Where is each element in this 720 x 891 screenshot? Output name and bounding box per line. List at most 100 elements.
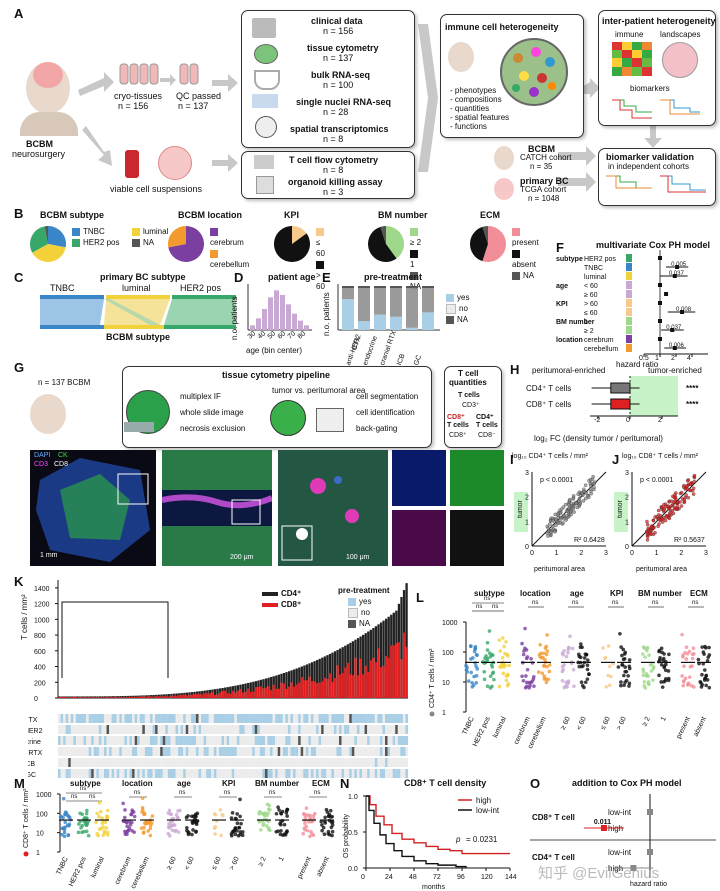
m-dot <box>100 816 104 820</box>
l-dot <box>529 656 533 661</box>
m-dot <box>221 813 225 818</box>
m-cat-10: 1 <box>278 856 286 863</box>
k-cell <box>252 769 255 778</box>
k-cell <box>339 758 342 767</box>
m-dot <box>148 833 153 838</box>
k-cell <box>277 736 281 745</box>
m-dot <box>330 820 335 824</box>
l-ns-4: ns <box>572 600 578 606</box>
k-cell <box>144 736 148 745</box>
i-point <box>592 481 596 486</box>
k-bar-cd8 <box>162 696 166 698</box>
m-dot <box>304 813 309 817</box>
l-dot <box>501 636 505 640</box>
k-cell <box>73 747 76 756</box>
f-group-9: location <box>556 337 583 344</box>
k-cell <box>175 714 179 723</box>
k-bar-cd8 <box>341 673 344 698</box>
e-ylabel: n.o. patients <box>322 292 331 336</box>
l-dot <box>683 676 688 681</box>
k-cell <box>323 736 327 745</box>
k-cell <box>405 714 409 723</box>
k-bar-cd4 <box>109 696 112 698</box>
k-cell <box>88 714 92 723</box>
i-point <box>571 506 576 511</box>
m-ns-2: ns <box>80 786 86 792</box>
k-cell <box>379 736 383 745</box>
k-cell <box>231 736 235 745</box>
d-xlabel: age (bin center) <box>246 346 303 355</box>
k-cell <box>247 769 250 778</box>
l-dot <box>619 645 623 649</box>
k-cell <box>109 714 112 723</box>
j-xtick-1: 1 <box>655 550 659 557</box>
m-dot <box>169 824 173 828</box>
k-cell <box>405 736 409 745</box>
k-cell <box>295 747 299 756</box>
m-ns-7: ns <box>314 790 320 796</box>
k-bar-cd4 <box>175 693 178 698</box>
k-cell <box>149 714 153 723</box>
m-dot <box>238 830 243 834</box>
f-xlabel: hazard ratio <box>616 360 659 369</box>
l-dot <box>659 646 664 651</box>
k-bar-cd4 <box>185 692 189 698</box>
k-cell <box>349 714 352 723</box>
k-bar-cd8 <box>129 696 132 698</box>
m-group-0: subtype <box>70 779 101 788</box>
i-point <box>553 529 557 534</box>
k-cell <box>188 758 191 767</box>
k-bar-cd8 <box>126 696 130 698</box>
k-bar-cd4 <box>333 651 337 698</box>
k-cell <box>101 736 105 745</box>
pie-legend-item-0-2: HER2 pos <box>72 237 132 248</box>
k-cell <box>58 747 61 756</box>
m-dot <box>240 830 245 834</box>
k-cell <box>390 758 393 767</box>
k-bar-cd4 <box>119 696 122 698</box>
k-cell <box>111 758 115 767</box>
k-cell <box>374 747 378 756</box>
k-cell <box>295 758 299 767</box>
k-cell <box>226 714 230 723</box>
cohort-1-name: primary BC <box>520 176 569 186</box>
k-cell <box>247 725 250 734</box>
m-dot <box>232 829 236 833</box>
k-bar-cd8 <box>236 690 240 698</box>
k-cell <box>60 747 64 756</box>
k-cell <box>188 736 191 745</box>
m-cat-5: ≥ 60 <box>166 856 178 871</box>
k-cell <box>277 758 281 767</box>
k-cell <box>216 747 220 756</box>
k-cell <box>129 758 133 767</box>
o-group-2: CD4⁺ T cell <box>532 853 575 862</box>
o-row-label-2: low-int <box>608 848 632 857</box>
k-bar-cd8 <box>293 686 296 698</box>
n-xtick-label-5: 120 <box>481 874 493 881</box>
nuclei-icon <box>252 94 278 108</box>
k-cell <box>247 747 250 756</box>
m-dot <box>185 828 189 833</box>
l-dot <box>607 683 612 688</box>
k-bar-cd4 <box>295 668 298 698</box>
k-bar-cd4 <box>277 674 281 698</box>
o-point-3 <box>630 865 637 871</box>
m-dot <box>325 810 330 814</box>
k-cell <box>116 758 120 767</box>
k-cell <box>124 747 128 756</box>
k-cell <box>247 714 250 723</box>
h-row-label-0: CD4⁺ T cells <box>526 384 571 393</box>
k-bar-cd8 <box>101 697 104 698</box>
assay-0-n: n = 8 <box>323 165 344 175</box>
l-dot <box>482 670 487 674</box>
k-bar-cd8 <box>282 683 286 698</box>
k-cell <box>295 736 299 745</box>
l-dot <box>606 644 611 648</box>
i-xtick-3: 3 <box>604 550 608 557</box>
k-bar-cd4 <box>101 696 104 698</box>
l-dot <box>503 663 507 668</box>
k-row-label-1: anti-HER2 <box>28 728 43 735</box>
f-color-7 <box>626 317 632 325</box>
k-cell <box>218 736 222 745</box>
m-dot <box>311 814 316 818</box>
